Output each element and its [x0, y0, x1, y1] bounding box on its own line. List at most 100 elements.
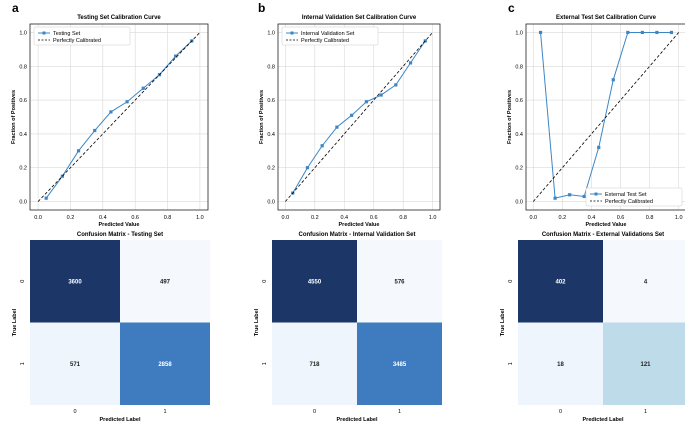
cell-value: 497 — [160, 279, 171, 285]
y-tick-label: 0.4 — [19, 132, 27, 138]
calibration-series-line — [45, 40, 193, 199]
x-tick-label: 0.8 — [164, 215, 172, 221]
y-tick-label: 1 — [508, 362, 514, 365]
x-tick-label: 0.2 — [67, 215, 75, 221]
y-tick-label: 0.6 — [19, 98, 27, 104]
y-tick-label: 0.0 — [515, 200, 523, 206]
cell-value: 121 — [640, 362, 651, 368]
matrix-cell — [272, 322, 357, 405]
calibration-point — [394, 83, 398, 87]
y-tick-label: 0.4 — [515, 132, 523, 138]
calibration-point — [379, 93, 383, 97]
calibration-point — [611, 78, 615, 82]
x-tick-label: 0.6 — [370, 215, 378, 221]
x-axis-label: Predicted Value — [99, 222, 140, 228]
matrix-cell — [120, 240, 210, 323]
cell-value: 571 — [70, 362, 81, 368]
y-axis-label: True Label — [254, 308, 260, 336]
calibration-point — [76, 149, 81, 153]
x-tick-label: 1.0 — [429, 215, 437, 221]
x-axis-label: Predicted Label — [100, 417, 141, 423]
x-tick-label: 0 — [73, 409, 76, 415]
calibration-point — [93, 128, 97, 133]
matrix-cell — [30, 322, 120, 405]
x-tick-label: 0 — [559, 409, 562, 415]
x-tick-label: 0.4 — [340, 215, 348, 221]
legend-label: External Test Set — [605, 192, 647, 198]
x-tick-label: 0.6 — [617, 215, 625, 221]
x-tick-label: 0.0 — [34, 215, 42, 221]
calibration-point — [538, 30, 543, 35]
calibration-panel-a: a 0.0 0.0 0.2 0.2 0.4 0.4 0.6 0.6 0.8 0.8 1.0 1.0 Tes… — [11, 1, 209, 228]
y-axis-label: Fraction of Positives — [507, 90, 513, 144]
y-axis-label: True Label — [500, 308, 506, 336]
legend-box — [281, 26, 379, 46]
panel-letter: b — [258, 1, 265, 15]
perfect-calibration-line — [37, 32, 201, 202]
chart-title: Confusion Matrix - Testing Set — [77, 232, 163, 238]
calibration-point — [141, 86, 145, 90]
x-tick-label: 0.4 — [588, 215, 596, 221]
calibration-point — [350, 113, 354, 117]
calibration-point — [669, 30, 674, 35]
y-tick-label: 0.0 — [19, 200, 27, 206]
y-axis-label: Fraction of Positives — [259, 90, 265, 144]
calibration-point — [408, 61, 413, 65]
x-axis-label: Predicted Value — [586, 222, 627, 228]
calibration-point — [626, 30, 630, 35]
x-tick-label: 1.0 — [196, 215, 204, 221]
calibration-point — [174, 54, 178, 58]
cell-value: 4 — [644, 279, 648, 285]
y-axis-label: Fraction of Positives — [11, 90, 17, 144]
calibration-series-line — [292, 40, 426, 194]
y-tick-label: 1 — [20, 362, 26, 365]
y-tick-label: 1.0 — [267, 30, 275, 36]
y-tick-label: 0.2 — [515, 166, 523, 172]
calibration-series-line — [540, 31, 672, 199]
calibration-point — [582, 194, 586, 199]
x-tick-label: 1 — [398, 409, 401, 415]
calibration-point — [109, 110, 113, 114]
calibration-point — [125, 100, 129, 104]
calibration-point — [364, 100, 368, 104]
y-tick-label: 0.8 — [515, 64, 523, 70]
y-tick-label: 0.2 — [267, 166, 275, 172]
calibration-point — [423, 39, 427, 43]
panel-letter: c — [508, 1, 515, 15]
cell-value: 3485 — [393, 362, 407, 368]
confusion-matrix-panel: 402 4 18 121 0 1 0 1 Confusion Matrix - External… — [500, 232, 685, 423]
calibration-point — [597, 145, 601, 150]
x-axis-label: Predicted Label — [583, 417, 624, 423]
matrix-cell — [272, 240, 357, 323]
y-tick-label: 0.6 — [267, 98, 275, 104]
calibration-panel-c: c 0.0 0.0 0.2 0.2 0.4 0.4 0.6 0.6 0.8 0.8 1.0 1.0 Ext… — [507, 1, 685, 228]
calibration-point — [655, 30, 659, 35]
panel-letter: a — [12, 1, 19, 15]
y-axis-label: True Label — [12, 308, 18, 336]
calibration-point — [553, 196, 557, 200]
y-tick-label: 0.2 — [19, 166, 27, 172]
matrix-cell — [518, 240, 603, 323]
x-tick-label: 0.0 — [282, 215, 290, 221]
x-tick-label: 0.2 — [559, 215, 567, 221]
matrix-cell — [603, 240, 685, 323]
y-tick-label: 1.0 — [515, 30, 523, 36]
x-tick-label: 0.8 — [399, 215, 407, 221]
cell-value: 18 — [557, 362, 564, 368]
confusion-matrix-panel: 4550 576 718 3485 0 1 0 1 Confusion Matrix - Int… — [254, 232, 442, 423]
perfect-calibration-line — [532, 32, 680, 202]
x-tick-label: 1.0 — [675, 215, 683, 221]
legend-marker-swatch — [42, 31, 46, 35]
y-tick-label: 0 — [508, 280, 514, 283]
matrix-cell — [30, 240, 120, 323]
legend-label: Perfectly Calibrated — [605, 199, 653, 205]
y-tick-label: 0.6 — [515, 98, 523, 104]
x-tick-label: 0.8 — [646, 215, 654, 221]
x-tick-label: 0.6 — [131, 215, 139, 221]
cell-value: 402 — [555, 279, 566, 285]
calibration-point — [305, 166, 310, 170]
perfect-calibration-line — [285, 32, 433, 202]
y-tick-label: 0.0 — [267, 200, 275, 206]
